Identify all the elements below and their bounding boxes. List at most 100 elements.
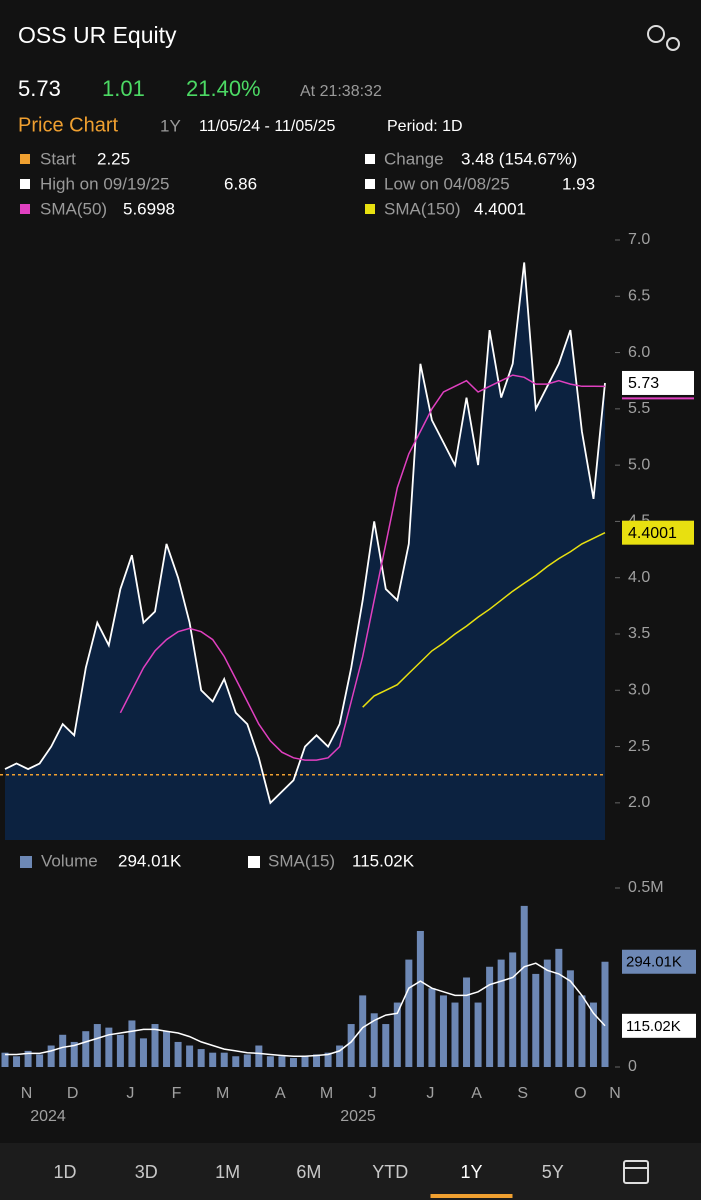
tab[interactable]: 3D [135,1162,158,1182]
volume-bar [139,1038,147,1067]
last-price-tag: 5.73 [628,375,659,392]
tab[interactable]: 5Y [542,1162,564,1182]
volume-bar [474,1002,482,1067]
year-label: 2024 [30,1108,66,1125]
volume-tag: 294.01K [626,954,682,971]
year-label: 2025 [340,1108,376,1125]
volume-bar [428,988,436,1067]
legend-value: 115.02K [352,851,415,870]
volume-bar [589,1002,597,1067]
x-tick-label: O [574,1085,586,1102]
volume-bar [324,1052,332,1067]
change: 1.01 [102,76,145,101]
x-tick-label: N [609,1085,621,1102]
y-tick-label: 3.5 [628,625,650,642]
x-tick-label: J [126,1085,134,1102]
volume-bar [209,1052,217,1067]
legend-label: SMA(15) [268,851,335,870]
volume-bar [509,952,517,1067]
y-tick-label: 0 [628,1058,637,1075]
volume-bar [163,1031,171,1067]
tab[interactable]: 6M [296,1162,321,1182]
volume-bar [151,1024,159,1067]
title: OSS UR Equity [18,22,177,48]
legend-label: Start [40,149,76,168]
volume-bar [313,1054,321,1067]
volume-bar [463,977,471,1067]
volume-bar [451,1002,459,1067]
legend-swatch [365,179,375,189]
dates: 11/05/24 - 11/05/25 [199,118,336,135]
tab[interactable]: YTD [372,1162,408,1182]
y-tick-label: 4.0 [628,569,650,586]
legend-label: Volume [41,851,98,870]
y-tick-label: 0.5M [628,879,664,896]
volume-bar [220,1052,228,1067]
volume-bar [13,1056,21,1067]
legend-value: 1.93 [562,174,595,193]
x-tick-label: D [67,1085,79,1102]
volume-tag-bg [622,1013,696,1038]
volume-bar [289,1058,297,1067]
legend-value: 5.6998 [123,199,175,218]
x-tick-label: M [216,1085,229,1102]
tab[interactable]: 1D [53,1162,76,1182]
volume-bar [82,1031,90,1067]
volume-bar [232,1056,240,1067]
legend-value: 294.01K [118,851,182,870]
x-tick-label: N [21,1085,33,1102]
volume-bar [128,1020,136,1067]
x-tick-label: J [369,1085,377,1102]
y-tick-label: 6.0 [628,344,650,361]
x-tick-label: J [426,1085,434,1102]
volume-bar [174,1041,182,1067]
legend-swatch [248,856,260,868]
volume-tag: 115.02K [626,1018,681,1035]
settings-icon[interactable] [647,25,680,51]
sma150-tag: 4.4001 [628,525,677,542]
calendar-icon[interactable] [623,1160,649,1184]
volume-sma [5,962,606,1058]
volume-bar [116,1034,124,1067]
volume-bar [278,1056,286,1067]
volume-bar [382,1024,390,1067]
price-line [119,374,606,761]
legend-swatch [365,154,375,164]
legend-value: 3.48 (154.67%) [461,149,577,168]
volume-bar [47,1045,55,1067]
volume-bar [359,995,367,1067]
volume-bar [543,959,551,1067]
tab[interactable]: 1M [215,1162,240,1182]
volume-bar [486,966,494,1067]
y-tick-label: 5.5 [628,400,650,417]
volume-bar [255,1045,263,1067]
legend-swatch [20,204,30,214]
x-tick-label: A [275,1085,286,1102]
volume-bar [105,1027,113,1067]
volume-bar [1,1052,9,1067]
legend-label: Change [384,149,444,168]
tab-underline [430,1194,513,1198]
volume-bar [59,1034,67,1067]
price-line [362,532,606,708]
volume-bar [532,973,540,1067]
x-tick-label: S [517,1085,528,1102]
volume-bar [301,1056,309,1067]
volume-bar [186,1045,194,1067]
last-price-tag-bg [622,370,694,395]
volume-bar [566,970,574,1067]
legend-label: High on 09/19/25 [40,174,170,193]
volume-bar [243,1054,251,1067]
volume-bar [520,905,528,1067]
volume-bar [24,1050,32,1067]
time: At 21:38:32 [300,83,382,100]
volume-bar [266,1056,274,1067]
volume-bar [70,1041,78,1067]
tab[interactable]: 1Y [460,1162,482,1182]
legend-swatch [20,179,30,189]
y-tick-label: 6.5 [628,288,650,305]
legend-value: 2.25 [97,149,130,168]
y-tick-label: 7.0 [628,231,650,248]
volume-bar [93,1024,101,1067]
